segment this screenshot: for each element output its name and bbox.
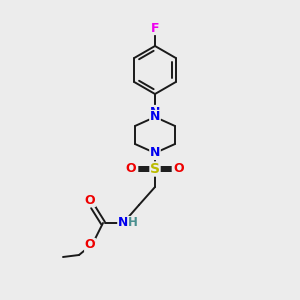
Text: N: N	[150, 146, 160, 160]
Text: S: S	[150, 162, 160, 176]
Text: N: N	[150, 110, 160, 124]
Text: H: H	[128, 217, 138, 230]
Text: O: O	[174, 163, 184, 176]
Text: O: O	[85, 194, 95, 206]
Text: N: N	[118, 217, 128, 230]
Text: O: O	[85, 238, 95, 251]
Text: F: F	[151, 22, 159, 34]
Text: N: N	[150, 106, 160, 118]
Text: O: O	[126, 163, 136, 176]
